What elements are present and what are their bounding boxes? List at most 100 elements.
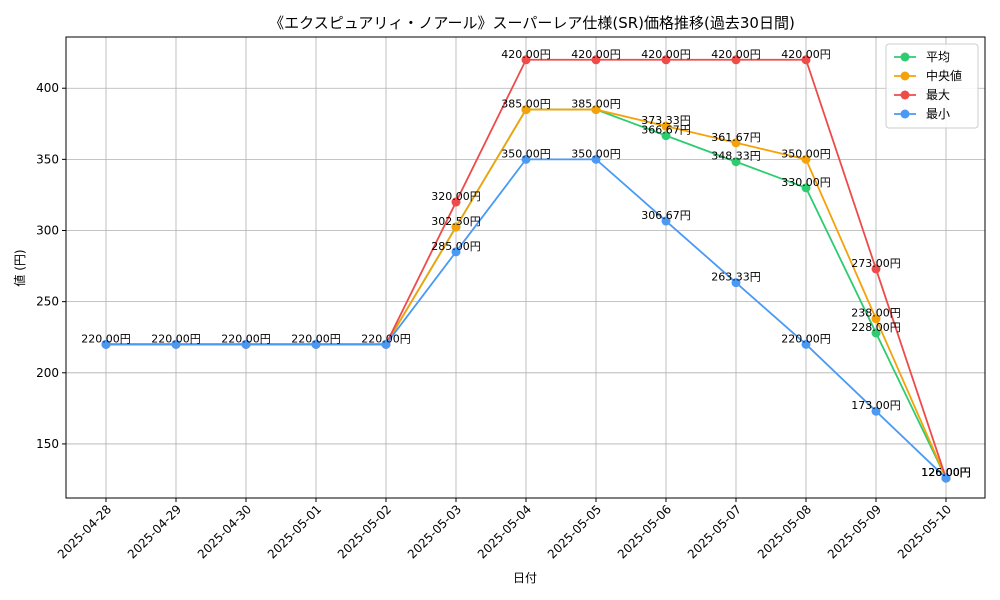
x-tick-label: 2025-04-29 xyxy=(125,502,184,561)
data-point xyxy=(941,473,951,483)
data-point xyxy=(451,197,461,207)
x-tick-label: 2025-05-02 xyxy=(335,502,394,561)
data-label: 373.33円 xyxy=(641,114,691,127)
y-axis-label: 値 (円) xyxy=(12,249,27,286)
data-label: 220.00円 xyxy=(291,332,341,345)
data-label: 348.33円 xyxy=(711,150,761,163)
data-label: 350.00円 xyxy=(781,147,831,160)
legend-marker xyxy=(900,52,910,62)
data-label: 420.00円 xyxy=(781,48,831,61)
data-point xyxy=(871,264,881,274)
data-label: 385.00円 xyxy=(571,98,621,111)
legend-label: 中央値 xyxy=(926,68,962,83)
x-tick-label: 2025-05-04 xyxy=(475,502,534,561)
y-tick-label: 200 xyxy=(36,366,59,380)
data-point xyxy=(801,183,811,193)
x-tick-label: 2025-05-03 xyxy=(405,502,464,561)
data-label: 126.00円 xyxy=(921,466,971,479)
data-point xyxy=(801,154,811,164)
y-axis: 150 200 250 300 350 400 xyxy=(36,81,66,451)
data-point xyxy=(661,55,671,65)
y-tick-label: 150 xyxy=(36,437,59,451)
data-point xyxy=(241,339,251,349)
data-label: 420.00円 xyxy=(711,48,761,61)
data-label: 173.00円 xyxy=(851,399,901,412)
x-tick-label: 2025-04-28 xyxy=(55,502,114,561)
legend-label: 最小 xyxy=(926,107,950,121)
x-tick-label: 2025-05-09 xyxy=(825,502,884,561)
data-label: 285.00円 xyxy=(431,240,481,253)
data-point xyxy=(731,157,741,167)
y-tick-label: 300 xyxy=(36,224,59,238)
x-tick-label: 2025-05-05 xyxy=(545,502,604,561)
data-label: 385.00円 xyxy=(501,98,551,111)
x-tick-label: 2025-05-08 xyxy=(755,502,814,561)
x-axis: 2025-04-28 2025-04-29 2025-04-30 2025-05-01… xyxy=(55,498,954,561)
data-label: 350.00円 xyxy=(501,147,551,160)
x-tick-label: 2025-05-01 xyxy=(265,502,324,561)
data-label: 228.00円 xyxy=(851,321,901,334)
data-label: 126.00円 xyxy=(921,466,971,479)
data-label: 220.00円 xyxy=(151,332,201,345)
data-point xyxy=(661,216,671,226)
data-point xyxy=(101,339,111,349)
data-point xyxy=(381,339,391,349)
data-point xyxy=(521,105,531,115)
data-point xyxy=(871,406,881,416)
data-label: 126.00円 xyxy=(921,466,971,479)
data-label: 220.00円 xyxy=(221,332,271,345)
data-label: 350.00円 xyxy=(571,147,621,160)
data-point xyxy=(521,154,531,164)
y-tick-label: 400 xyxy=(36,81,59,95)
data-point xyxy=(801,339,811,349)
data-point xyxy=(871,314,881,324)
data-label: 126.00円 xyxy=(921,466,971,479)
data-point xyxy=(521,55,531,65)
data-label: 306.67円 xyxy=(641,209,691,222)
x-axis-label: 日付 xyxy=(513,571,537,585)
y-tick-label: 250 xyxy=(36,295,59,309)
data-point xyxy=(591,105,601,115)
x-tick-label: 2025-05-06 xyxy=(615,502,674,561)
data-point xyxy=(171,339,181,349)
data-point xyxy=(591,154,601,164)
data-point xyxy=(871,328,881,338)
series-layer xyxy=(101,55,951,483)
data-label: 320.00円 xyxy=(431,190,481,203)
data-label: 330.00円 xyxy=(781,176,831,189)
data-label: 366.67円 xyxy=(641,124,691,137)
data-point xyxy=(661,131,671,141)
y-tick-label: 350 xyxy=(36,152,59,166)
legend-marker xyxy=(900,71,910,81)
data-label: 420.00円 xyxy=(501,48,551,61)
x-tick-label: 2025-05-10 xyxy=(895,502,954,561)
data-point xyxy=(731,138,741,148)
x-tick-label: 2025-04-30 xyxy=(195,502,254,561)
data-point xyxy=(451,222,461,232)
data-label: 361.67円 xyxy=(711,131,761,144)
data-point xyxy=(661,121,671,131)
data-label: 420.00円 xyxy=(571,48,621,61)
legend-marker xyxy=(900,109,910,119)
data-label: 263.33円 xyxy=(711,271,761,284)
data-label: 220.00円 xyxy=(81,332,131,345)
data-point xyxy=(591,55,601,65)
data-label: 420.00円 xyxy=(641,48,691,61)
data-point xyxy=(731,55,741,65)
chart-title: 《エクスピュアリィ・ノアール》スーパーレア仕様(SR)価格推移(過去30日間) xyxy=(269,14,795,32)
data-labels: 366.67円 348.33円 330.00円 228.00円 126.00円 302.5… xyxy=(81,48,971,479)
data-point xyxy=(451,247,461,257)
legend-box xyxy=(885,43,979,129)
data-label: 273.00円 xyxy=(851,257,901,270)
data-point xyxy=(801,55,811,65)
data-label: 238.00円 xyxy=(851,307,901,320)
data-label: 220.00円 xyxy=(781,332,831,345)
data-label: 220.00円 xyxy=(361,332,411,345)
data-label: 302.50円 xyxy=(431,215,481,228)
x-tick-label: 2025-05-07 xyxy=(685,502,744,561)
legend-label: 平均 xyxy=(926,50,950,64)
legend-marker xyxy=(900,90,910,100)
data-point xyxy=(731,278,741,288)
